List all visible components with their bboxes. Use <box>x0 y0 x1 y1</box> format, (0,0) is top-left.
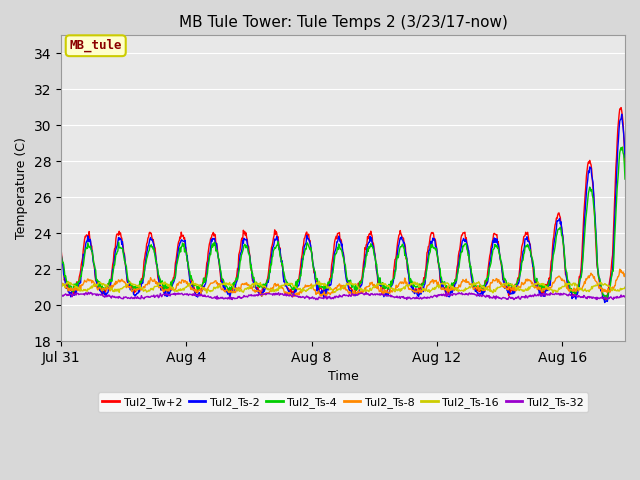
Tul2_Ts-32 <box>263 290 271 296</box>
Tul2_Ts-16 <box>621 284 629 290</box>
Tul2_Ts-2 <box>513 286 520 292</box>
Tul2_Ts-16 <box>190 281 198 287</box>
Tul2_Tw+2 <box>292 281 300 287</box>
Line: Tul2_Tw+2: Tul2_Tw+2 <box>61 108 625 300</box>
Tul2_Ts-4 <box>618 144 626 150</box>
Tul2_Ts-2 <box>262 286 270 291</box>
Tul2_Ts-8 <box>57 277 65 283</box>
Tul2_Ts-8 <box>378 284 385 290</box>
Tul2_Ts-32 <box>57 293 65 299</box>
Tul2_Ts-16 <box>263 286 271 292</box>
Tul2_Ts-2 <box>377 281 385 287</box>
Tul2_Ts-16 <box>77 286 85 292</box>
Tul2_Tw+2 <box>617 105 625 110</box>
Tul2_Ts-2 <box>618 111 625 117</box>
Tul2_Ts-32 <box>191 291 198 297</box>
Tul2_Ts-16 <box>57 284 65 289</box>
Tul2_Ts-32 <box>514 295 522 300</box>
Line: Tul2_Ts-4: Tul2_Ts-4 <box>61 147 625 300</box>
Tul2_Tw+2 <box>513 282 520 288</box>
X-axis label: Time: Time <box>328 370 358 384</box>
Text: MB_tule: MB_tule <box>70 39 122 52</box>
Tul2_Ts-16 <box>293 286 301 291</box>
Tul2_Ts-8 <box>621 271 629 276</box>
Tul2_Ts-8 <box>290 294 298 300</box>
Tul2_Ts-2 <box>77 268 85 274</box>
Tul2_Ts-2 <box>190 287 198 293</box>
Tul2_Ts-8 <box>616 266 623 272</box>
Tul2_Ts-4 <box>57 251 65 256</box>
Tul2_Ts-16 <box>203 290 211 296</box>
Tul2_Ts-4 <box>190 283 198 289</box>
Tul2_Ts-4 <box>292 278 300 284</box>
Tul2_Ts-16 <box>378 281 386 287</box>
Tul2_Ts-2 <box>601 300 609 305</box>
Tul2_Ts-2 <box>57 249 65 255</box>
Tul2_Tw+2 <box>601 297 609 303</box>
Tul2_Ts-8 <box>262 290 270 296</box>
Line: Tul2_Ts-2: Tul2_Ts-2 <box>61 114 625 302</box>
Tul2_Ts-32 <box>312 297 320 302</box>
Tul2_Ts-8 <box>293 290 301 296</box>
Legend: Tul2_Tw+2, Tul2_Ts-2, Tul2_Ts-4, Tul2_Ts-8, Tul2_Ts-16, Tul2_Ts-32: Tul2_Tw+2, Tul2_Ts-2, Tul2_Ts-4, Tul2_Ts… <box>98 393 588 412</box>
Tul2_Ts-32 <box>77 291 85 297</box>
Title: MB Tule Tower: Tule Temps 2 (3/23/17-now): MB Tule Tower: Tule Temps 2 (3/23/17-now… <box>179 15 508 30</box>
Tul2_Ts-32 <box>293 293 301 299</box>
Tul2_Ts-32 <box>84 289 92 295</box>
Tul2_Tw+2 <box>77 262 85 267</box>
Tul2_Tw+2 <box>190 284 198 290</box>
Line: Tul2_Ts-16: Tul2_Ts-16 <box>61 281 625 293</box>
Tul2_Tw+2 <box>621 160 629 166</box>
Tul2_Tw+2 <box>57 246 65 252</box>
Tul2_Ts-2 <box>621 155 629 160</box>
Tul2_Ts-16 <box>514 287 522 293</box>
Y-axis label: Temperature (C): Temperature (C) <box>15 137 28 239</box>
Tul2_Ts-8 <box>513 287 521 293</box>
Tul2_Ts-32 <box>378 292 386 298</box>
Tul2_Tw+2 <box>377 283 385 288</box>
Tul2_Tw+2 <box>262 280 270 286</box>
Tul2_Ts-4 <box>262 281 270 287</box>
Tul2_Ts-32 <box>621 294 629 300</box>
Tul2_Ts-16 <box>316 278 323 284</box>
Line: Tul2_Ts-8: Tul2_Ts-8 <box>61 269 625 297</box>
Line: Tul2_Ts-32: Tul2_Ts-32 <box>61 292 625 300</box>
Tul2_Ts-4 <box>513 281 520 287</box>
Tul2_Ts-4 <box>621 176 629 182</box>
Tul2_Ts-8 <box>190 287 198 293</box>
Tul2_Ts-8 <box>77 283 85 288</box>
Tul2_Ts-2 <box>292 288 300 293</box>
Tul2_Ts-4 <box>77 274 85 279</box>
Tul2_Ts-4 <box>377 280 385 286</box>
Tul2_Ts-4 <box>603 297 611 302</box>
